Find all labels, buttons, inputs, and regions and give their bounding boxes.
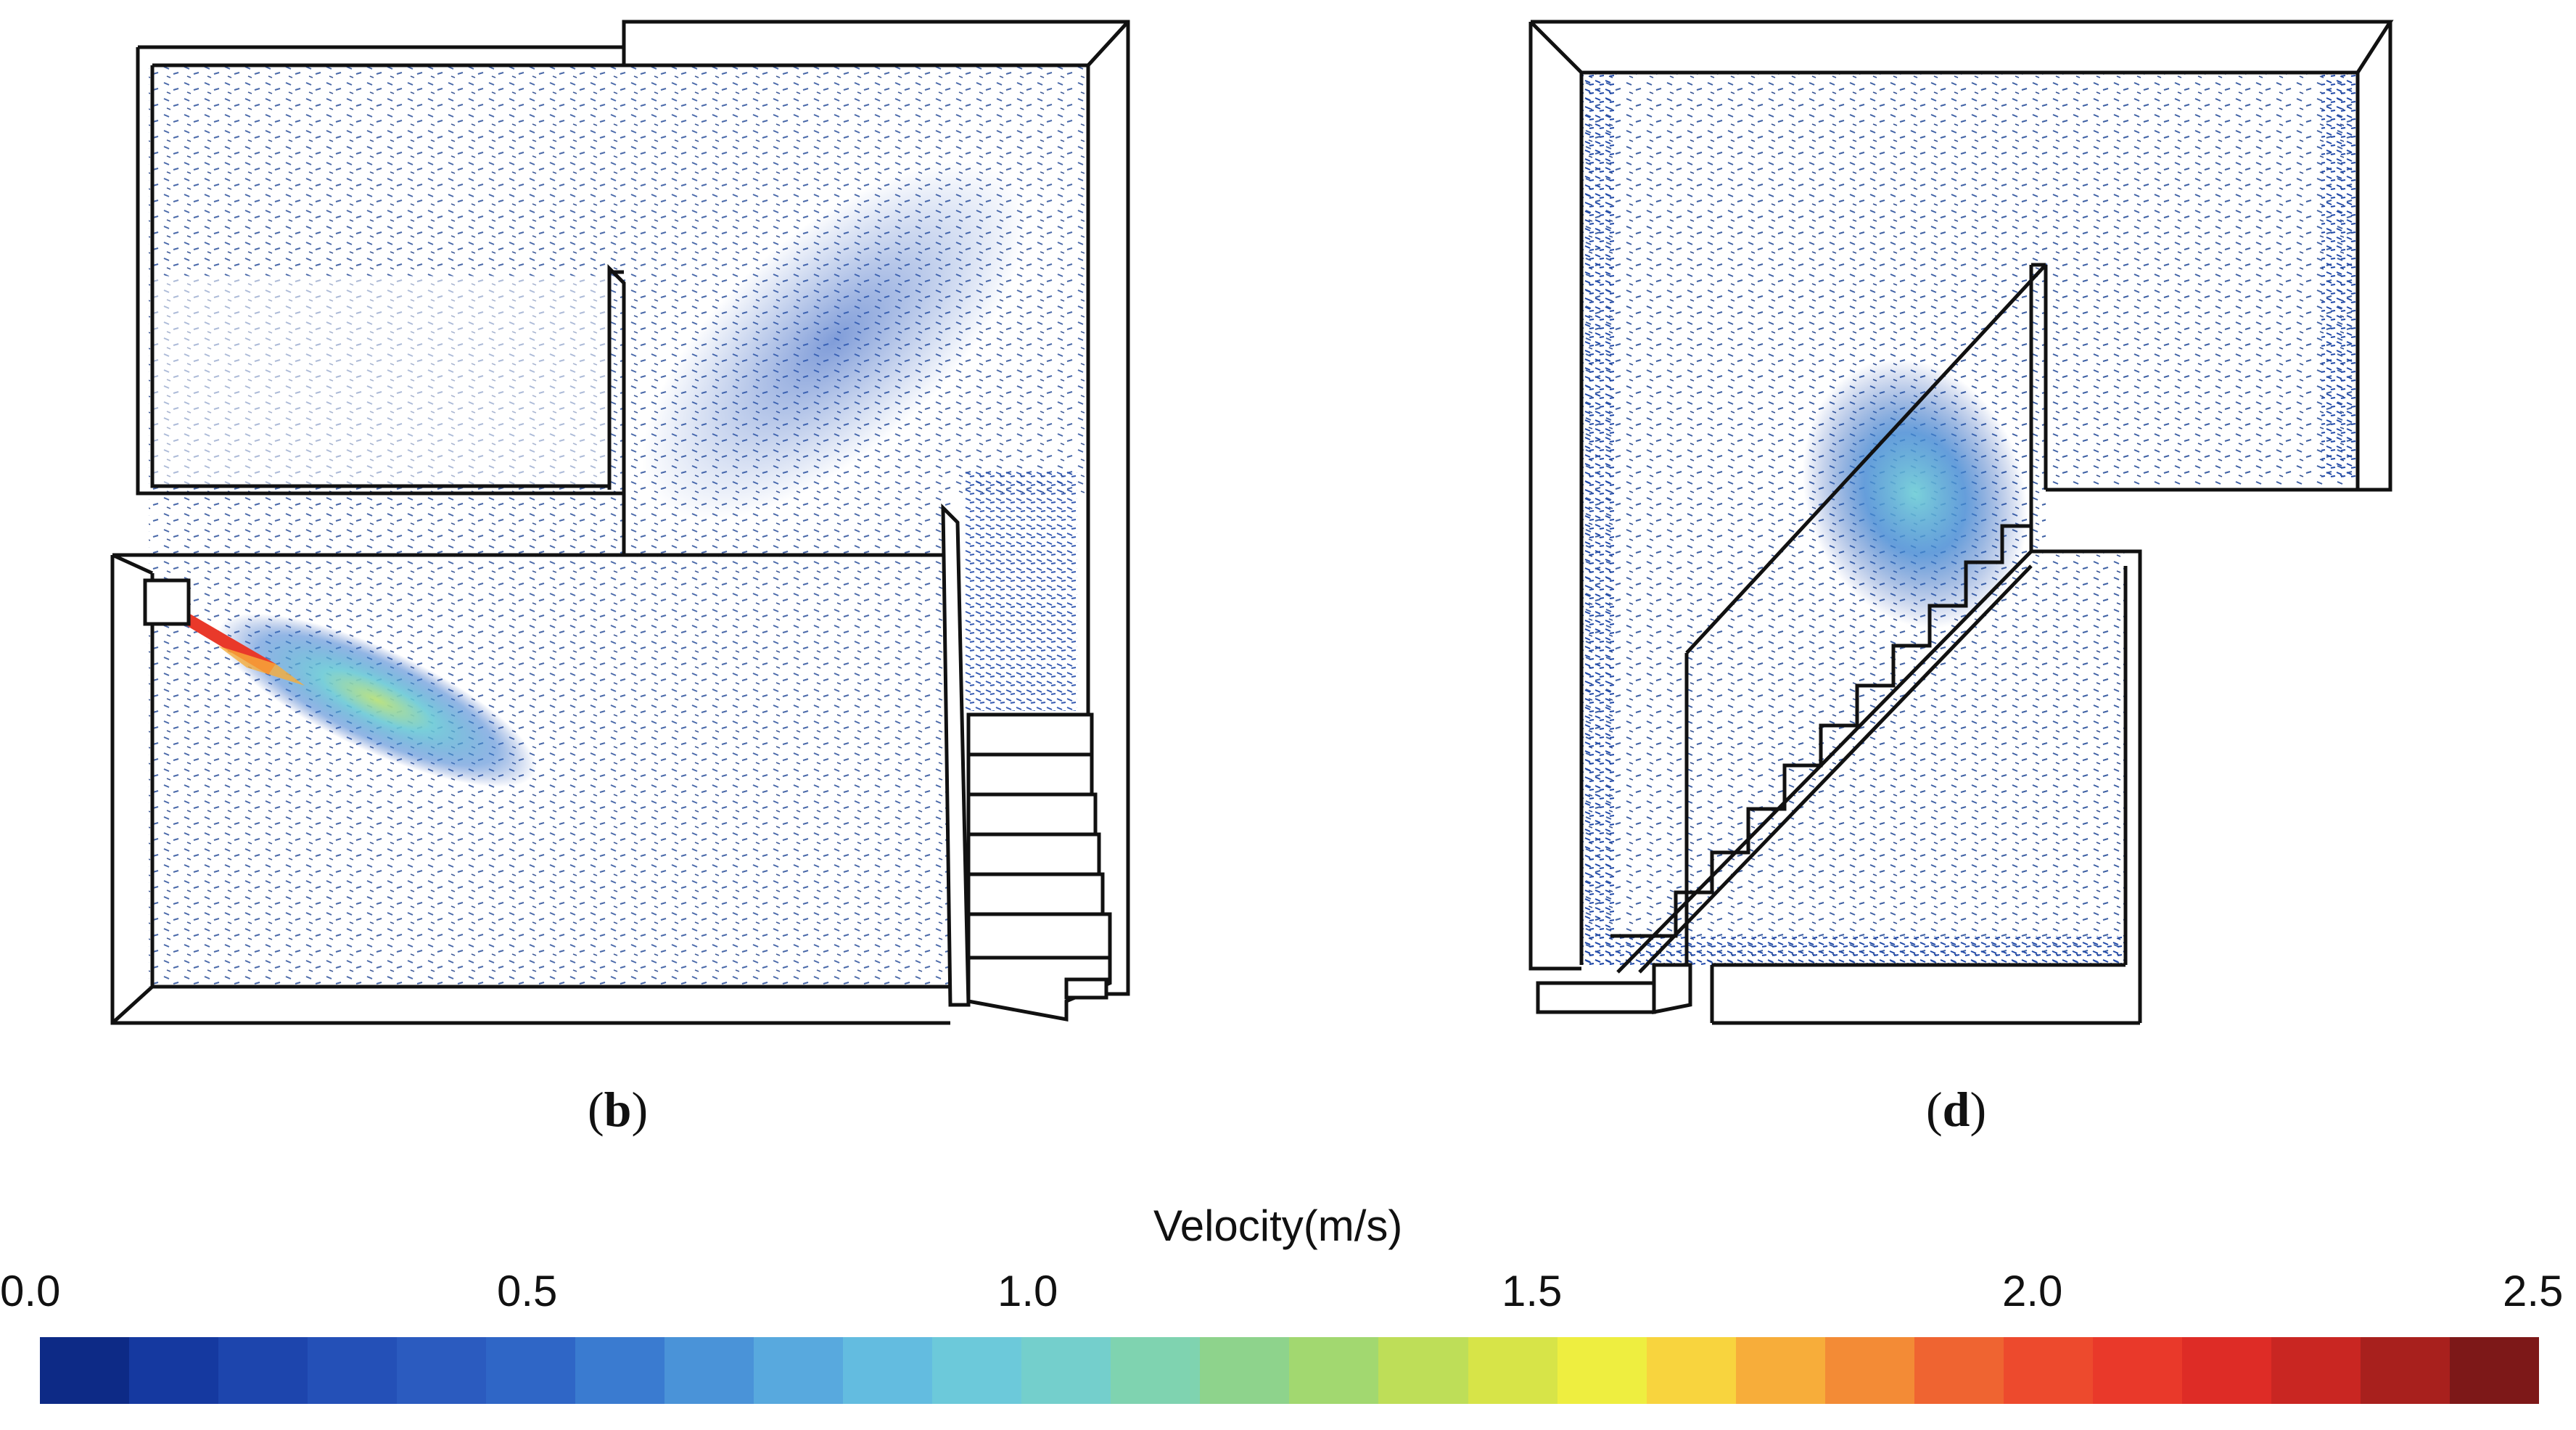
panel-b-label: (b) — [588, 1082, 649, 1137]
colorbar-tick-label: 0.5 — [497, 1267, 558, 1315]
colorbar-segment — [932, 1337, 1022, 1404]
panel-d-flow-field-lower-right — [2046, 551, 2126, 965]
colorbar-segment — [1200, 1337, 1290, 1404]
panel-b-flow-field-lower — [149, 493, 954, 987]
panel-d-bottom-dense-flow — [1581, 936, 2126, 965]
colorbar-segment — [754, 1337, 844, 1404]
colorbar-segment — [1646, 1337, 1736, 1404]
panel-d-left-wall-dense-flow — [1581, 73, 1614, 965]
colorbar-segment — [1824, 1337, 1914, 1404]
panel-d-floor-plan — [1528, 20, 2394, 1025]
colorbar-segment — [1378, 1337, 1468, 1404]
colorbar-segment — [2271, 1337, 2361, 1404]
panel-d-staircase — [1536, 263, 2047, 1015]
panel-b-dense-flow-band — [642, 161, 1026, 521]
colorbar-segment — [1289, 1337, 1379, 1404]
panel-b-dense-corner-flow — [965, 472, 1077, 711]
colorbar-tick-label: 2.0 — [2002, 1267, 2063, 1315]
colorbar-segment — [40, 1337, 130, 1404]
colorbar-segment — [664, 1337, 754, 1404]
colorbar-segment — [397, 1337, 487, 1404]
colorbar-title: Velocity(m/s) — [1153, 1201, 1403, 1250]
colorbar-segment — [1557, 1337, 1647, 1404]
velocity-vector-diagram — [110, 20, 2394, 1025]
colorbar-segment — [2003, 1337, 2093, 1404]
colorbar-tick-label: 1.5 — [1502, 1267, 1563, 1315]
colorbar-segment — [2449, 1337, 2539, 1404]
colorbar-segment — [2360, 1337, 2450, 1404]
colorbar-segment — [1468, 1337, 1557, 1404]
colorbar-tick-label: 1.0 — [997, 1267, 1058, 1315]
colorbar-segment — [218, 1337, 308, 1404]
panel-b-staircase — [941, 503, 1112, 1022]
colorbar-segment — [129, 1337, 219, 1404]
colorbar-segment — [2092, 1337, 2182, 1404]
colorbar-segment — [1111, 1337, 1201, 1404]
panel-b-room-interior-mask — [152, 276, 609, 486]
colorbar-segment — [843, 1337, 933, 1404]
colorbar-segment — [575, 1337, 665, 1404]
panel-b-jet-plume — [218, 613, 537, 787]
colorbar-segment — [486, 1337, 576, 1404]
colorbar-segment — [1021, 1337, 1111, 1404]
panel-d-label: (d) — [1926, 1082, 1987, 1137]
panel-b-floor-plan — [110, 20, 1130, 1025]
colorbar-tick-label: 2.5 — [2503, 1267, 2564, 1315]
panel-b-air-diffuser — [143, 578, 191, 626]
panel-d-walls — [1528, 20, 2394, 1025]
panel-d-flow-field-upper-right — [2046, 73, 2358, 486]
panel-d-right-wall-dense-flow — [2321, 73, 2358, 479]
colorbar-segment — [1735, 1337, 1825, 1404]
panel-b-walls — [110, 20, 1130, 1025]
panel-b-jet-warm-core — [218, 646, 305, 686]
colorbar-tick-label: 0.0 — [0, 1267, 61, 1315]
colorbar-segment — [1914, 1337, 2004, 1404]
colorbar-segment — [308, 1337, 398, 1404]
velocity-colorbar — [40, 1337, 2539, 1404]
colorbar-segment — [2181, 1337, 2271, 1404]
